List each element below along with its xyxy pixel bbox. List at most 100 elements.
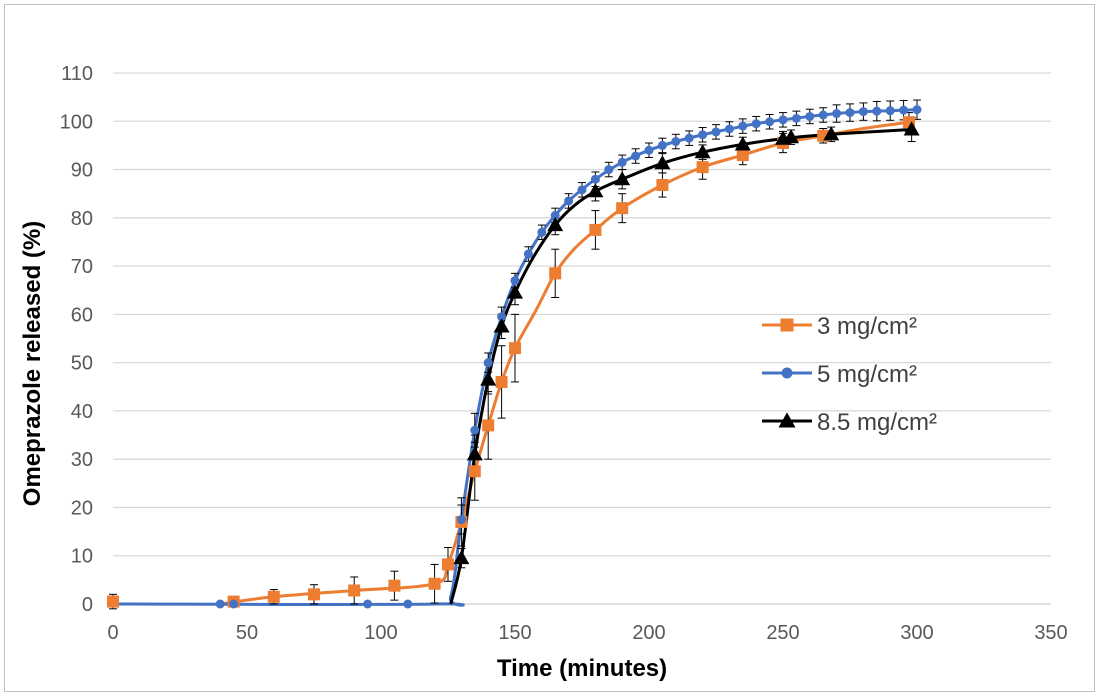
data-point-series-2 [738, 121, 748, 131]
y-tick-label: 40 [71, 401, 93, 423]
x-tick-label: 50 [236, 622, 258, 644]
data-point-series-3 [547, 217, 564, 232]
data-point-series-1 [616, 202, 629, 215]
data-point-series-2 [711, 127, 721, 137]
data-point-series-2 [550, 210, 560, 220]
data-point-series-2 [363, 599, 373, 609]
data-point-series-2 [483, 358, 493, 368]
data-point-series-2 [537, 227, 547, 237]
y-tick-label: 100 [60, 111, 93, 133]
data-point-series-1 [428, 577, 441, 590]
data-point-series-2 [832, 109, 842, 119]
y-tick-label: 70 [71, 256, 93, 278]
data-point-series-2 [590, 174, 600, 184]
data-point-series-1 [348, 584, 361, 597]
y-tick-label: 20 [71, 497, 93, 519]
legend-marker [780, 318, 794, 332]
data-point-series-3 [587, 183, 604, 198]
data-point-series-1 [509, 342, 521, 355]
x-tick-label: 300 [900, 622, 933, 644]
data-point-series-2 [778, 115, 788, 125]
data-point-series-2 [657, 140, 667, 150]
data-point-series-3 [694, 144, 711, 159]
data-point-series-2 [644, 145, 654, 155]
curve-series-1 [219, 120, 910, 606]
axes: 0 10 20 30 40 50 60 70 80 90 100 110 0 50 100 150 200 250… [60, 63, 1068, 644]
data-point-series-2 [456, 515, 466, 525]
legend-marker [781, 367, 793, 379]
y-tick-label: 90 [71, 160, 93, 182]
data-point-series-3 [493, 318, 510, 333]
y-tick-label: 0 [82, 594, 93, 616]
data-point-series-3 [507, 284, 523, 299]
x-tick-label: 100 [364, 622, 397, 644]
data-point-series-2 [617, 157, 627, 167]
data-point-series-2 [698, 130, 708, 140]
data-point-series-3 [654, 155, 671, 170]
data-point-series-2 [899, 105, 909, 115]
y-tick-label: 80 [71, 208, 93, 230]
data-point-series-3 [453, 550, 470, 565]
error-bars [109, 99, 921, 610]
data-point-series-1 [442, 558, 454, 571]
data-point-series-2 [497, 312, 507, 322]
data-point-series-1 [736, 149, 749, 162]
data-point-series-2 [845, 108, 855, 118]
data-point-series-2 [403, 599, 413, 609]
data-point-series-2 [684, 133, 694, 143]
data-point-series-1 [482, 419, 495, 432]
data-point-series-2 [872, 106, 882, 116]
data-point-series-3 [783, 129, 800, 144]
data-point-series-2 [470, 425, 480, 435]
legend-label: 5 mg/cm² [817, 361, 917, 388]
x-tick-label: 200 [632, 622, 665, 644]
x-tick-label: 250 [766, 622, 799, 644]
data-point-series-2 [229, 599, 239, 609]
x-tick-label: 0 [107, 622, 118, 644]
data-point-series-1 [107, 595, 119, 608]
data-point-series-2 [912, 105, 922, 115]
data-point-series-1 [495, 375, 508, 388]
legend-label: 8.5 mg/cm² [817, 409, 937, 436]
data-point-series-2 [858, 107, 868, 117]
legend-label: 3 mg/cm² [817, 313, 917, 340]
y-tick-label: 110 [61, 63, 93, 85]
data-point-series-1 [388, 579, 401, 592]
y-tick-label: 10 [71, 546, 93, 568]
data-point-series-3 [614, 171, 631, 186]
data-point-series-2 [805, 111, 815, 121]
data-point-series-1 [468, 465, 481, 478]
data-point-series-3 [903, 121, 920, 136]
data-point-series-1 [549, 267, 562, 280]
data-point-series-1 [308, 588, 320, 601]
x-tick-label: 350 [1034, 622, 1067, 644]
data-point-series-2 [724, 124, 734, 134]
x-tick-label: 150 [498, 622, 531, 644]
data-point-series-2 [818, 110, 828, 120]
legend-marker [778, 412, 796, 428]
markers [107, 105, 922, 609]
y-tick-label: 30 [71, 449, 93, 471]
data-point-series-2 [765, 117, 775, 127]
data-point-series-2 [564, 196, 574, 206]
x-axis-title: Time (minutes) [497, 655, 667, 682]
data-point-series-3 [823, 126, 840, 141]
data-point-series-2 [751, 119, 761, 129]
legend: 3 mg/cm² 5 mg/cm² 8.5 mg/cm² [762, 313, 937, 436]
data-point-series-3 [480, 371, 497, 386]
data-point-series-1 [267, 590, 280, 603]
data-point-series-2 [791, 113, 801, 123]
data-point-series-3 [466, 446, 483, 461]
data-point-series-1 [656, 178, 669, 191]
data-point-series-2 [671, 137, 681, 147]
y-tick-label: 50 [71, 353, 93, 375]
data-point-series-2 [885, 106, 895, 116]
y-axis-title: Omeprazole released (%) [19, 221, 46, 506]
y-tick-label: 60 [71, 304, 93, 326]
curve-series-3 [449, 128, 912, 605]
data-point-series-1 [696, 161, 709, 174]
data-point-series-3 [734, 136, 751, 151]
data-point-series-2 [215, 599, 225, 609]
data-point-series-2 [510, 276, 520, 286]
